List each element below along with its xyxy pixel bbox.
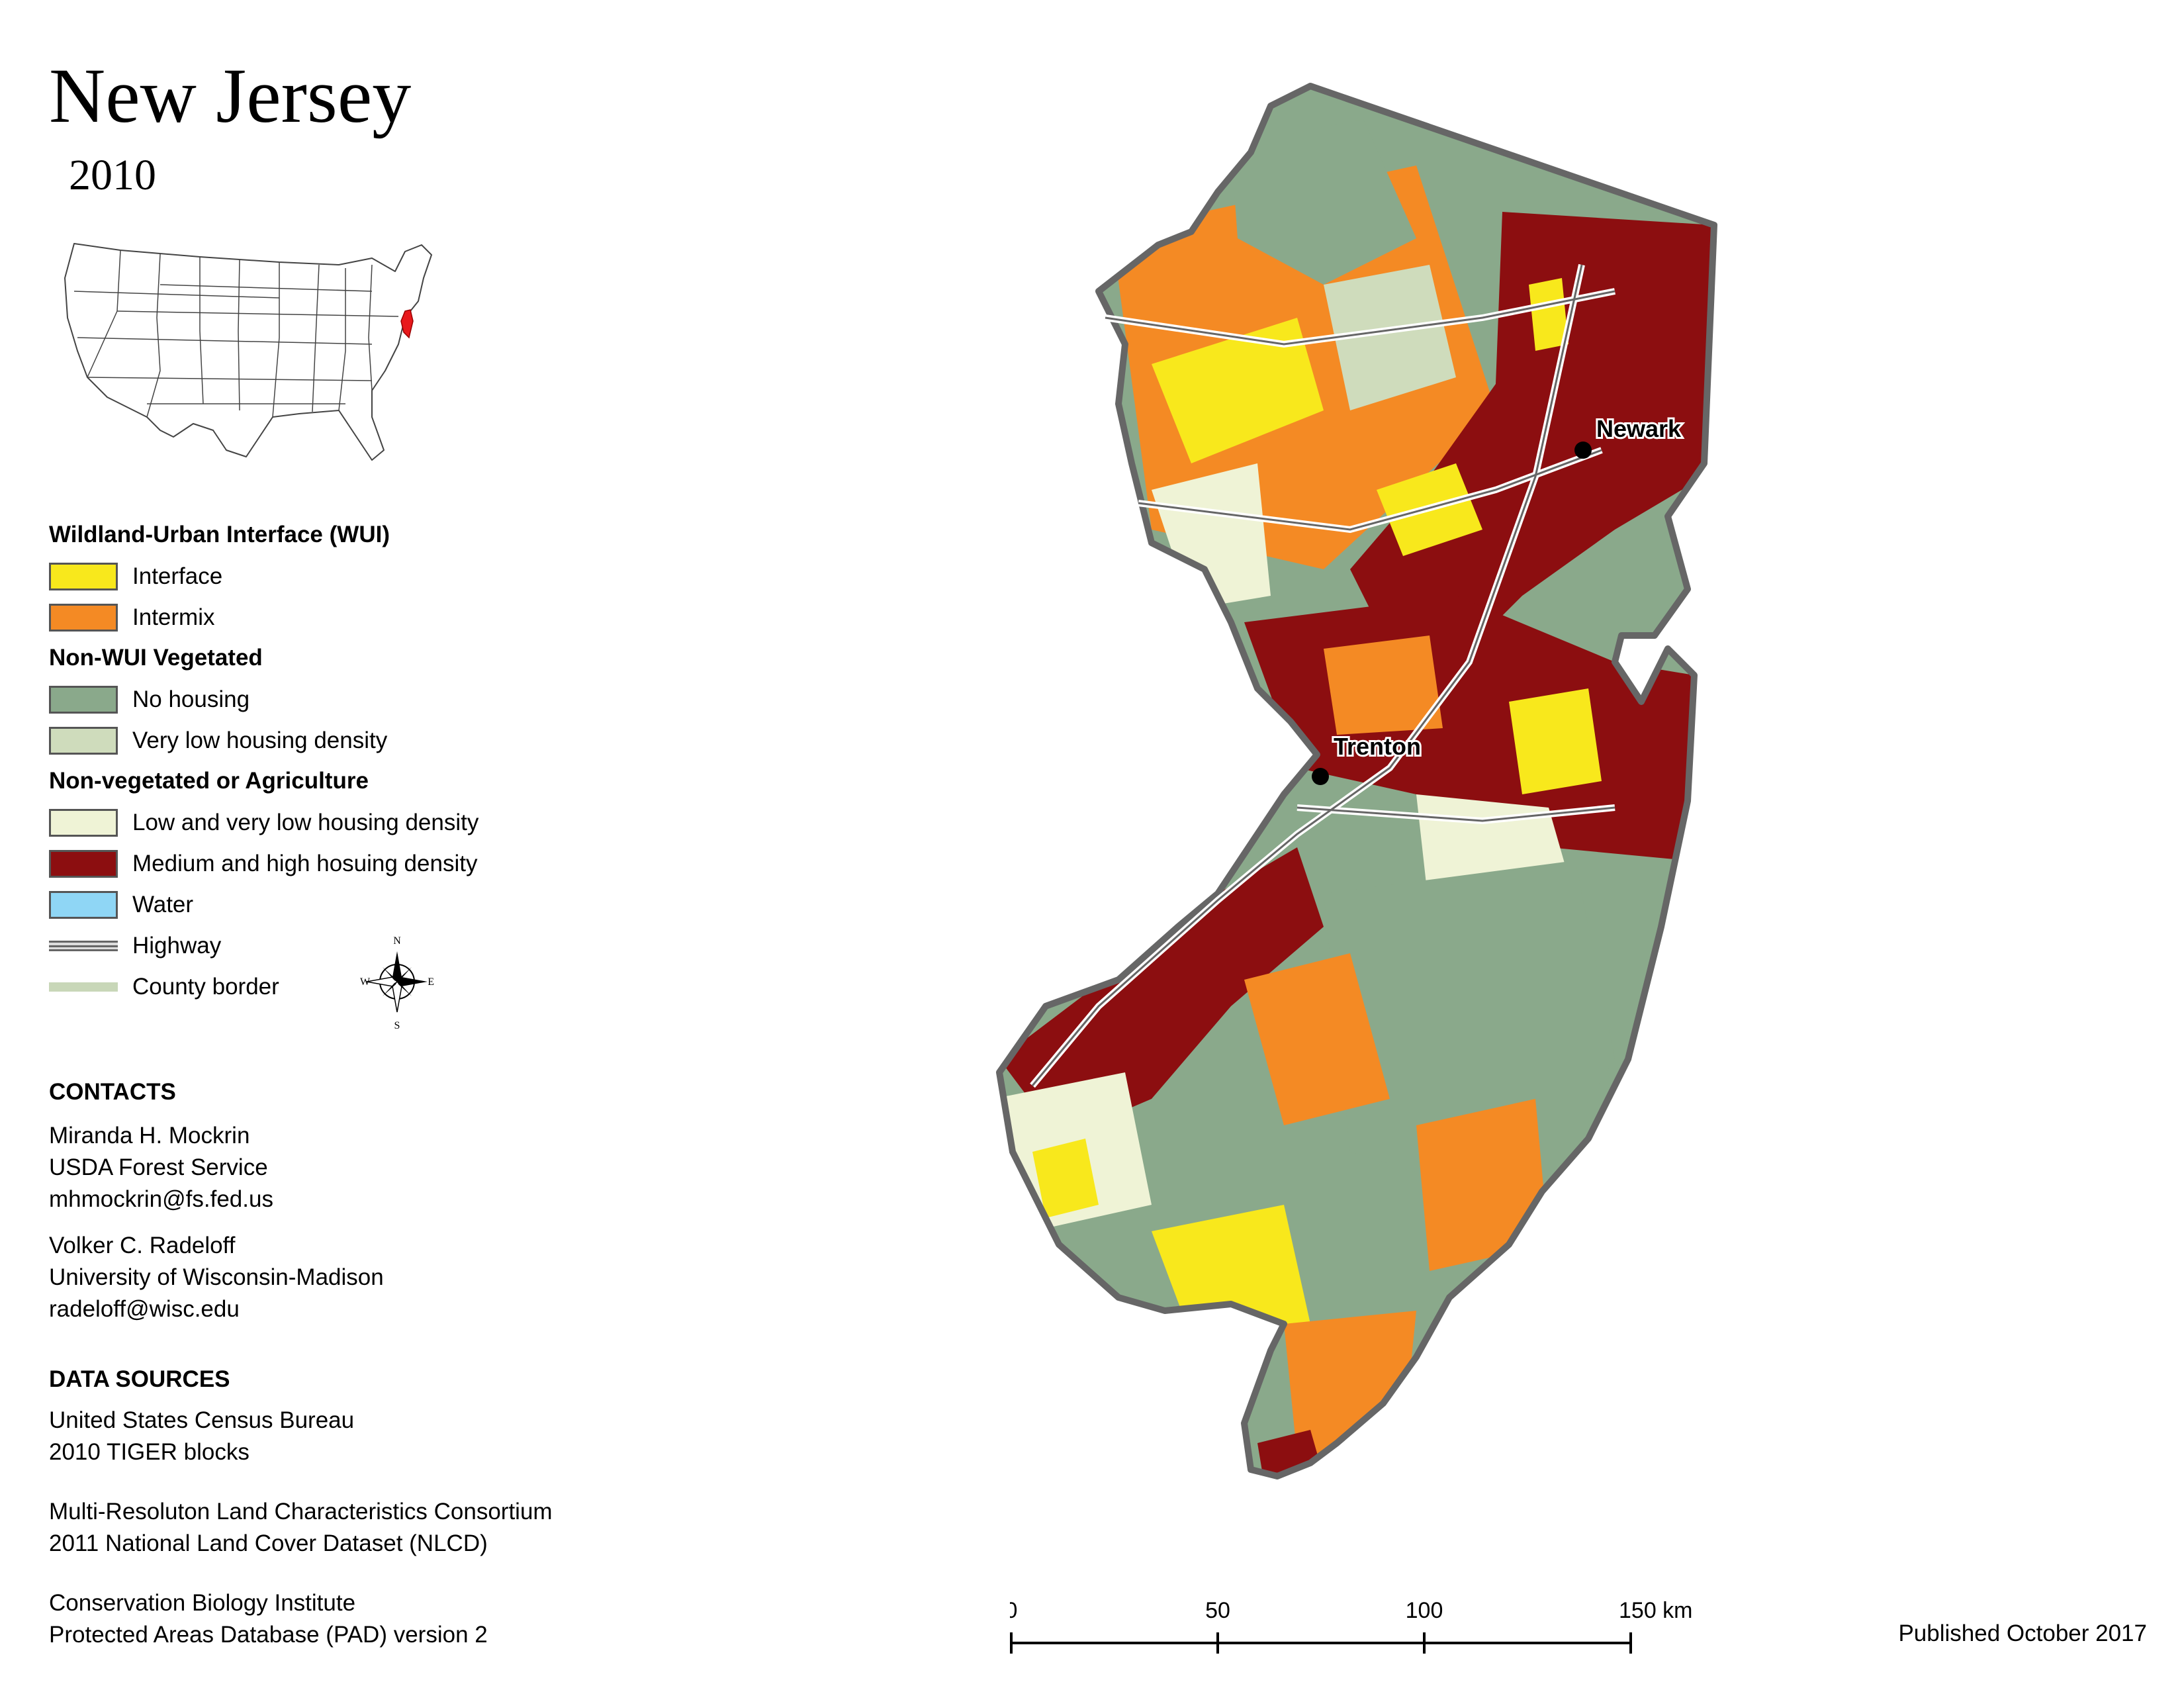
legend-label: Very low housing density	[132, 727, 388, 753]
legend-swatch-very-low-housing	[49, 727, 118, 755]
city-label-trenton: Trenton	[1334, 733, 1421, 760]
city-trenton[interactable]: Trenton	[1312, 731, 1423, 785]
legend-item-water: Water	[49, 884, 552, 925]
scale-bar: 0 50 100 150 km	[1010, 1598, 1693, 1654]
legend-label: Highway	[132, 933, 222, 959]
contacts-heading: CONTACTS	[49, 1079, 176, 1105]
legend-heading-non-vegetated: Non-vegetated or Agriculture	[49, 768, 369, 794]
legend-swatch-water	[49, 891, 118, 919]
contact-email[interactable]: mhmockrin@fs.fed.us	[49, 1186, 273, 1212]
contact-name: Miranda H. Mockrin	[49, 1123, 250, 1149]
legend-label: No housing	[132, 686, 250, 712]
map-year: 2010	[69, 151, 156, 199]
contact-org: University of Wisconsin-Madison	[49, 1264, 384, 1290]
contacts-block: CONTACTS Miranda H. Mockrin USDA Forest …	[49, 1079, 384, 1325]
legend-item-intermix: Intermix	[49, 597, 552, 638]
compass-w: W	[360, 976, 371, 988]
compass-s: S	[394, 1020, 400, 1031]
contact-name: Volker C. Radeloff	[49, 1233, 236, 1258]
map-legend: Wildland-Urban Interface (WUI) Interface…	[49, 515, 552, 1008]
scale-tick-label: 100	[1406, 1598, 1443, 1623]
legend-swatch-medium-high-housing	[49, 850, 118, 878]
source-line: Multi-Resoluton Land Characteristics Con…	[49, 1499, 553, 1524]
new-jersey-wui-map[interactable]: Newark Trenton	[953, 66, 1734, 1562]
city-marker[interactable]	[1574, 442, 1592, 459]
legend-item-county-border: County border	[49, 966, 552, 1008]
highway-line-icon	[49, 932, 118, 960]
legend-swatch-interface	[49, 563, 118, 590]
legend-label: County border	[132, 974, 279, 1000]
legend-swatch-no-housing	[49, 686, 118, 714]
published-date: Published October 2017	[1898, 1620, 2147, 1646]
compass-e: E	[428, 976, 434, 988]
new-jersey-highlight	[400, 309, 414, 339]
city-marker[interactable]	[1312, 768, 1329, 785]
legend-label: Low and very low housing density	[132, 810, 479, 835]
scale-tick-label: 0	[1010, 1598, 1017, 1623]
legend-item-highway: Highway	[49, 925, 552, 966]
legend-swatch-intermix	[49, 604, 118, 632]
compass-n: N	[393, 935, 401, 947]
legend-label: Interface	[132, 563, 223, 589]
legend-label: Water	[132, 892, 194, 917]
legend-item-low-housing: Low and very low housing density	[49, 802, 552, 843]
source-line: United States Census Bureau	[49, 1407, 355, 1433]
data-sources-heading: DATA SOURCES	[49, 1366, 230, 1392]
legend-heading-non-wui: Non-WUI Vegetated	[49, 645, 263, 671]
city-label-newark: Newark	[1596, 415, 1682, 442]
legend-item-no-housing: No housing	[49, 679, 552, 720]
source-line: 2010 TIGER blocks	[49, 1439, 250, 1465]
county-border-line-icon	[49, 973, 118, 1001]
legend-item-medium-high-housing: Medium and high hosuing density	[49, 843, 552, 884]
city-newark[interactable]: Newark	[1574, 413, 1684, 459]
legend-item-interface: Interface	[49, 556, 552, 597]
source-line: Protected Areas Database (PAD) version 2	[49, 1622, 488, 1648]
us-outline	[64, 243, 432, 461]
contact-org: USDA Forest Service	[49, 1154, 268, 1180]
map-title: New Jersey	[49, 52, 412, 139]
legend-swatch-low-housing	[49, 809, 118, 837]
legend-heading-wui: Wildland-Urban Interface (WUI)	[49, 522, 390, 547]
data-sources-block: DATA SOURCES United States Census Bureau…	[49, 1366, 553, 1651]
contact-email[interactable]: radeloff@wisc.edu	[49, 1296, 240, 1322]
legend-item-very-low-housing: Very low housing density	[49, 720, 552, 761]
compass-rose-icon: N S E W	[360, 935, 434, 1031]
source-line: Conservation Biology Institute	[49, 1590, 356, 1616]
us-locator-map	[64, 243, 432, 461]
source-line: 2011 National Land Cover Dataset (NLCD)	[49, 1530, 488, 1556]
scale-tick-label: 50	[1205, 1598, 1230, 1623]
scale-tick-label: 150 km	[1619, 1598, 1693, 1623]
legend-label: Medium and high hosuing density	[132, 851, 478, 876]
legend-label: Intermix	[132, 604, 215, 630]
